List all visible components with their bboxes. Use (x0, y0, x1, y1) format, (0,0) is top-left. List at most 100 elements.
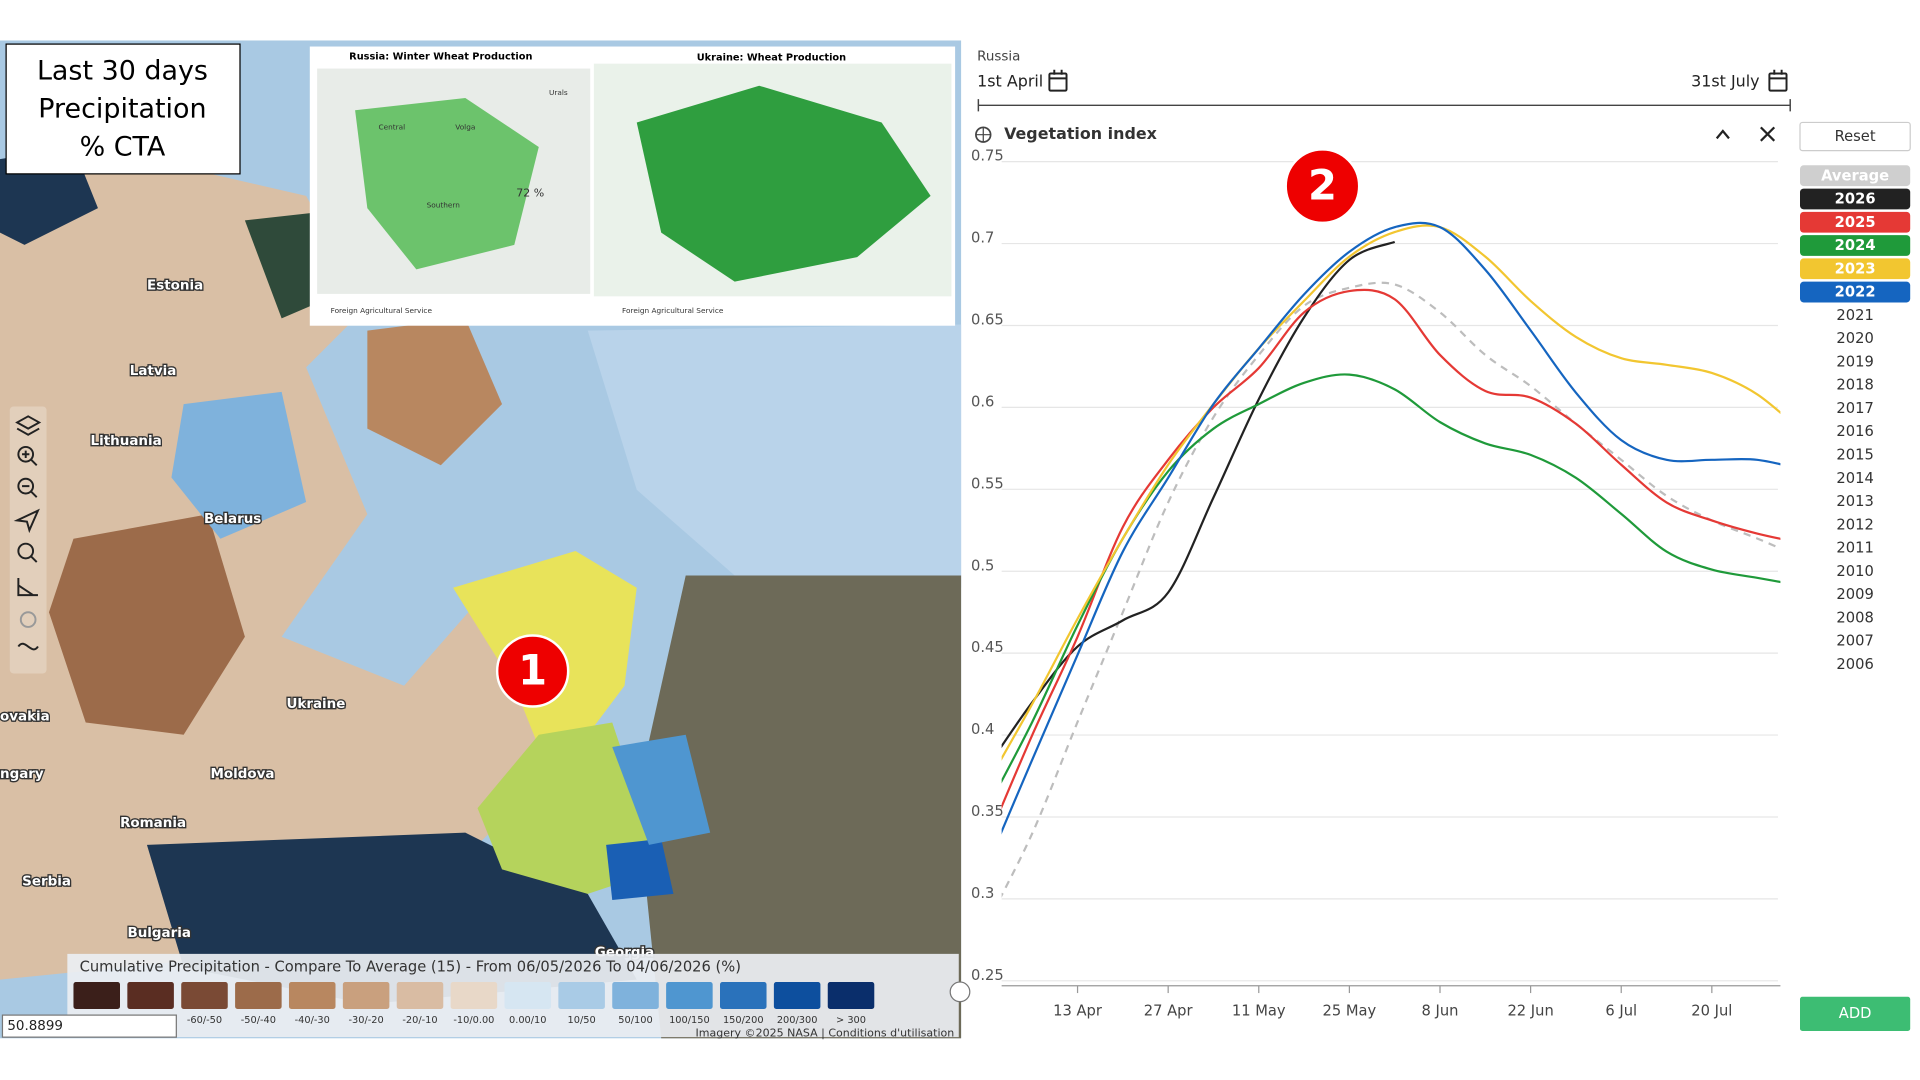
legend-label: 10/50 (568, 1015, 596, 1026)
panel-toggle[interactable] (949, 981, 971, 1003)
search-button[interactable] (17, 542, 35, 560)
country-label: Serbia (22, 875, 71, 890)
end-date[interactable]: 31st July (1691, 72, 1759, 91)
annotation-badge (1284, 148, 1361, 225)
series-line (1001, 224, 1781, 761)
inset-label: Urals (549, 88, 568, 97)
legend-item[interactable] (1800, 258, 1911, 280)
inset-title: Russia: Winter Wheat Production (349, 51, 532, 62)
year-option[interactable]: 2008 (1836, 609, 1873, 626)
zoom-in-button[interactable] (17, 445, 35, 463)
inset-label: Southern (427, 201, 461, 210)
series-line (1001, 288, 1781, 810)
globe-icon (975, 127, 991, 143)
plot-area (1001, 221, 1781, 898)
map-wet-zone (606, 838, 674, 900)
year-option[interactable]: 2019 (1836, 353, 1873, 370)
inset-region (636, 85, 931, 282)
legend-label: -50/-40 (241, 1015, 276, 1026)
x-tick-label: 13 Apr (1053, 1002, 1103, 1019)
legend-label: 2023 (1835, 260, 1876, 277)
annotation-badge (495, 634, 570, 708)
year-option[interactable]: 2020 (1836, 330, 1873, 347)
year-option[interactable]: 2009 (1836, 586, 1873, 603)
legend-swatch (396, 982, 444, 1009)
country-label: Latvia (130, 364, 177, 379)
legend-label: 200/300 (777, 1015, 818, 1026)
caption-box (5, 43, 241, 175)
legend-item[interactable] (1800, 235, 1911, 256)
year-option[interactable]: 2012 (1836, 516, 1873, 533)
legend-swatch (127, 982, 174, 1009)
year-option[interactable]: 2014 (1836, 470, 1873, 487)
x-tick-label: 22 Jun (1507, 1002, 1553, 1019)
legend-label: -40/-30 (295, 1015, 330, 1026)
target-button[interactable] (19, 611, 37, 628)
legend-label: 0.00/10 (509, 1015, 547, 1026)
map-legend-title: Cumulative Precipitation - Compare To Av… (80, 958, 741, 975)
legend-swatch (181, 982, 228, 1009)
map-wet-zone (587, 324, 962, 588)
year-option[interactable]: 2010 (1836, 563, 1873, 580)
layers-button[interactable] (15, 415, 42, 436)
calendar-button[interactable] (1048, 72, 1068, 92)
collapse-button[interactable] (1715, 129, 1730, 140)
annotation-number: 2 (1308, 161, 1337, 210)
year-option[interactable]: 2016 (1836, 423, 1873, 440)
legend-item[interactable] (1800, 281, 1911, 303)
x-tick-label: 20 Jul (1691, 1002, 1732, 1019)
calendar-icon (1049, 69, 1067, 80)
y-tick-label: 0.45 (971, 639, 1004, 656)
inset-label: Volga (455, 122, 475, 131)
legend-label: 150/200 (723, 1015, 764, 1026)
legend-label: 2025 (1835, 214, 1876, 231)
close-button[interactable] (1760, 126, 1776, 142)
map-terrain (636, 575, 962, 1039)
legend-item[interactable] (1800, 165, 1911, 187)
coordinates-box (1, 1014, 177, 1038)
legend-swatch (504, 982, 552, 1009)
draw-button[interactable] (17, 642, 39, 651)
year-option[interactable]: 2006 (1836, 656, 1873, 673)
measure-button[interactable] (17, 577, 38, 597)
year-option[interactable]: 2011 (1836, 540, 1873, 557)
locate-button[interactable] (13, 508, 40, 534)
legend-swatch (235, 982, 282, 1009)
legend-label: 100/150 (669, 1015, 710, 1026)
toolbar-bg (9, 406, 47, 674)
zoom-in-icon (22, 450, 38, 466)
map-dry-zone (0, 159, 564, 980)
y-tick-label: 0.55 (971, 475, 1004, 492)
reset-button[interactable] (1799, 121, 1911, 152)
legend-swatch (827, 982, 875, 1009)
search-icon (29, 555, 38, 563)
inset-agency: Foreign Agricultural Service (331, 306, 433, 315)
add-button[interactable] (1800, 996, 1911, 1032)
country-label: Romania (120, 816, 186, 831)
legend-item[interactable] (1800, 188, 1911, 210)
caption-line: Precipitation (38, 94, 206, 125)
country-label: Moldova (210, 767, 274, 782)
legend-swatch (773, 982, 821, 1009)
legend-swatch (666, 982, 713, 1009)
annotation-number: 1 (518, 645, 547, 694)
country-label: Estonia (147, 278, 203, 293)
calendar-button[interactable] (1768, 72, 1788, 92)
y-tick-label: 0.3 (971, 885, 994, 902)
country-label: ngary (0, 767, 44, 782)
start-date[interactable]: 1st April (977, 72, 1043, 91)
zoom-out-button[interactable] (17, 477, 35, 495)
inset-agency: Foreign Agricultural Service (622, 306, 724, 315)
legend-item[interactable] (1800, 211, 1911, 233)
chart: 0.25 0.3 0.35 0.4 0.45 0.5 0.55 0.6 0.65 0.7 0.75 1… (971, 148, 1911, 1019)
x-tick-label: 11 May (1232, 1002, 1286, 1019)
year-option[interactable]: 2015 (1836, 447, 1873, 464)
year-option[interactable]: 2007 (1836, 633, 1873, 650)
year-option[interactable]: 2017 (1836, 400, 1873, 417)
date-slider[interactable] (977, 99, 1791, 112)
year-option[interactable]: 2021 (1836, 307, 1873, 324)
year-option[interactable]: 2018 (1836, 377, 1873, 394)
inset-label: 72 % (516, 186, 544, 199)
year-option[interactable]: 2013 (1836, 493, 1873, 510)
